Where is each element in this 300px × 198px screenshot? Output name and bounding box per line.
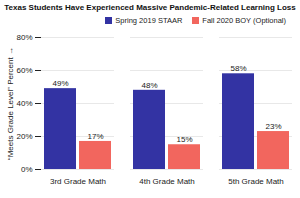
svg-text:“Meets Grade Level” Percent →: “Meets Grade Level” Percent → [6, 47, 15, 160]
svg-text:49%: 49% [52, 79, 68, 88]
svg-text:4th Grade Math: 4th Grade Math [139, 177, 195, 186]
svg-text:15%: 15% [176, 135, 192, 144]
svg-text:3rd Grade Math: 3rd Grade Math [50, 177, 106, 186]
html-text:Texas Students Have Experience: Texas Students Have Experienced Massive … [4, 3, 296, 12]
svg-text:20%: 20% [16, 132, 32, 141]
svg-text:5th Grade Math: 5th Grade Math [228, 177, 284, 186]
svg-text:40%: 40% [16, 99, 32, 108]
html-text:Spring 2019 STAAR: Spring 2019 STAAR [115, 16, 183, 25]
svg-text:48%: 48% [141, 81, 157, 90]
svg-text:0%: 0% [21, 165, 33, 174]
svg-text:80%: 80% [16, 33, 32, 42]
svg-text:23%: 23% [265, 122, 281, 131]
svg-text:17%: 17% [87, 132, 103, 141]
html-text:Fall 2020 BOY (Optional): Fall 2020 BOY (Optional) [202, 16, 286, 25]
svg-text:60%: 60% [16, 66, 32, 75]
svg-text:58%: 58% [230, 64, 246, 73]
